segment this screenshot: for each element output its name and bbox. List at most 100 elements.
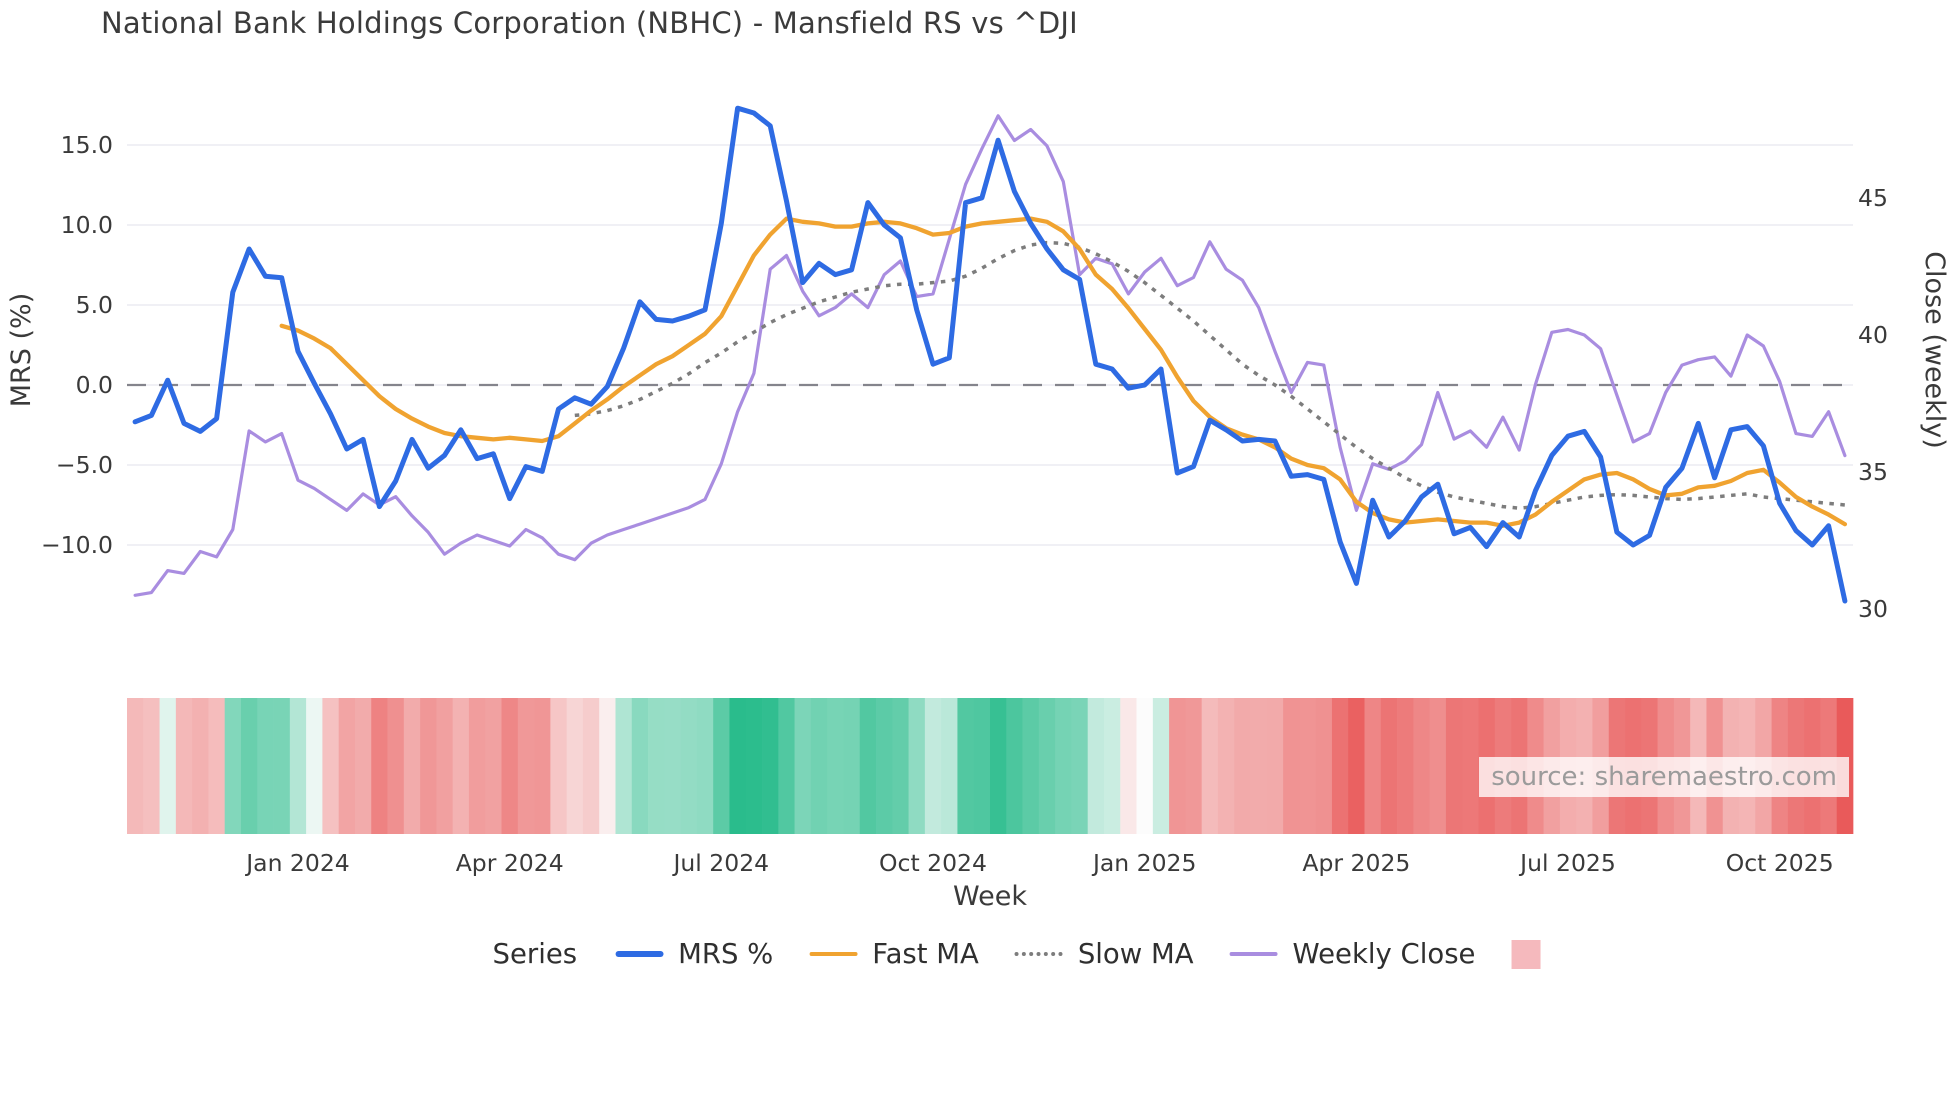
x-tick-label: Oct 2024 <box>879 849 987 877</box>
heatmap-cell <box>175 698 193 834</box>
x-axis-tick-labels: Jan 2024 Apr 2024 Jul 2024 Oct 2024 Jan 2025… <box>244 849 1833 877</box>
heatmap-cell <box>1250 698 1268 834</box>
legend-item-label: Fast MA <box>872 938 979 970</box>
heatmap-cell <box>1120 698 1137 834</box>
heatmap-cell <box>876 698 893 834</box>
source-note: source: sharemaestro.com <box>1479 757 1849 797</box>
heatmap-cell <box>127 698 144 834</box>
series-lines <box>132 105 1848 604</box>
heatmap-cell <box>1217 698 1235 834</box>
y-tick-label-left: 10.0 <box>61 211 113 239</box>
heatmap-cell <box>240 698 258 834</box>
legend-item-mrs: MRS % <box>615 938 773 970</box>
heatmap-cell <box>1348 698 1365 834</box>
y-tick-label-right: 30 <box>1858 595 1888 623</box>
y-tick-label-right: 35 <box>1858 458 1888 486</box>
heatmap-cell <box>973 698 991 834</box>
heatmap-cell <box>615 698 633 834</box>
heatmap-cell <box>1201 698 1219 834</box>
heatmap-cell <box>1022 698 1040 834</box>
legend-item-heatmap <box>1511 939 1555 969</box>
heatmap-cell <box>1152 698 1170 834</box>
y-axis-left-tick-labels: 15.0 10.0 5.0 0.0 −5.0 −10.0 <box>41 131 113 559</box>
heatmap-cell <box>859 698 877 834</box>
heatmap-cell <box>957 698 975 834</box>
heatmap-cell <box>371 698 388 834</box>
series-line-mrs- <box>132 105 1848 604</box>
mrs-line-swatch-icon <box>615 951 664 957</box>
slow-ma-dotted-swatch-icon <box>1014 952 1063 956</box>
gridlines <box>127 144 1853 546</box>
heatmap-cell <box>827 698 844 834</box>
heatmap-cell <box>1380 698 1398 834</box>
heatmap-cell <box>696 698 714 834</box>
heatmap-cell <box>1071 698 1089 834</box>
heatmap-cell <box>485 698 502 834</box>
heatmap-cell <box>1038 698 1056 834</box>
heatmap-cell <box>1266 698 1284 834</box>
page-title: National Bank Holdings Corporation (NBHC… <box>101 6 1078 40</box>
heatmap-cell <box>468 698 486 834</box>
heatmap-cell <box>273 698 291 834</box>
heatmap-cell <box>680 698 698 834</box>
heatmap-cell <box>924 698 942 834</box>
legend-item-label: MRS % <box>678 938 774 970</box>
heatmap-cell <box>908 698 926 834</box>
y-axis-right-title: Close (weekly) <box>1919 251 1950 449</box>
heatmap-cell <box>1169 698 1186 834</box>
legend-item-slow-ma: Slow MA <box>1014 938 1194 970</box>
heatmap-cell <box>631 698 649 834</box>
x-tick-label: Jul 2024 <box>671 849 769 877</box>
weekly-close-line-swatch-icon <box>1229 952 1278 956</box>
legend-item-weekly-close: Weekly Close <box>1229 938 1475 970</box>
x-tick-label: Jan 2025 <box>1091 849 1197 877</box>
heatmap-cell <box>436 698 454 834</box>
heatmap-cell <box>599 698 616 834</box>
legend-item-label: Slow MA <box>1077 938 1194 970</box>
heatmap-cell <box>1445 698 1463 834</box>
y-tick-label-left: 0.0 <box>76 371 113 399</box>
legend: Series MRS % Fast MA Slow MA Weekly Clos… <box>493 938 1556 970</box>
heatmap-cell <box>745 698 763 834</box>
heatmap-cell <box>306 698 323 834</box>
heatmap-cell <box>843 698 861 834</box>
y-tick-label-left: −5.0 <box>56 451 113 479</box>
heatmap-cell <box>1331 698 1349 834</box>
y-axis-right-tick-labels: 45 40 35 30 <box>1858 184 1888 623</box>
fast-ma-line-swatch-icon <box>809 952 858 956</box>
heatmap-cell <box>208 698 226 834</box>
heatmap-cell <box>1283 698 1300 834</box>
heatmap-cell <box>1462 698 1479 834</box>
heatmap-cell <box>354 698 372 834</box>
heatmap-cell <box>713 698 730 834</box>
x-tick-label: Oct 2025 <box>1726 849 1834 877</box>
heatmap-cell <box>582 698 600 834</box>
series-line-slow-ma <box>574 240 1846 510</box>
heatmap-cell <box>1006 698 1023 834</box>
heatmap-cell <box>224 698 242 834</box>
heatmap-cell <box>1234 698 1251 834</box>
heatmap-cell <box>1103 698 1121 834</box>
heatmap-cell <box>387 698 405 834</box>
heatmap-cell <box>1185 698 1203 834</box>
heatmap-cell <box>338 698 356 834</box>
heatmap-cell <box>1429 698 1447 834</box>
heatmap-cell <box>403 698 421 834</box>
x-tick-label: Apr 2025 <box>1302 849 1410 877</box>
heatmap-cell <box>1397 698 1414 834</box>
heatmap-cell <box>289 698 307 834</box>
heatmap-cell <box>729 698 747 834</box>
heatmap-cell <box>1299 698 1317 834</box>
heatmap-cell <box>1136 698 1154 834</box>
y-tick-label-right: 45 <box>1858 184 1888 212</box>
x-tick-label: Jul 2025 <box>1518 849 1616 877</box>
y-axis-left-title: MRS (%) <box>6 293 37 408</box>
heatmap-cell <box>550 698 567 834</box>
legend-item-fast-ma: Fast MA <box>809 938 979 970</box>
heatmap-cell <box>452 698 470 834</box>
y-tick-label-left: 15.0 <box>61 131 113 159</box>
legend-title: Series <box>492 938 578 970</box>
heatmap-cell <box>192 698 209 834</box>
heatmap-cell <box>257 698 274 834</box>
